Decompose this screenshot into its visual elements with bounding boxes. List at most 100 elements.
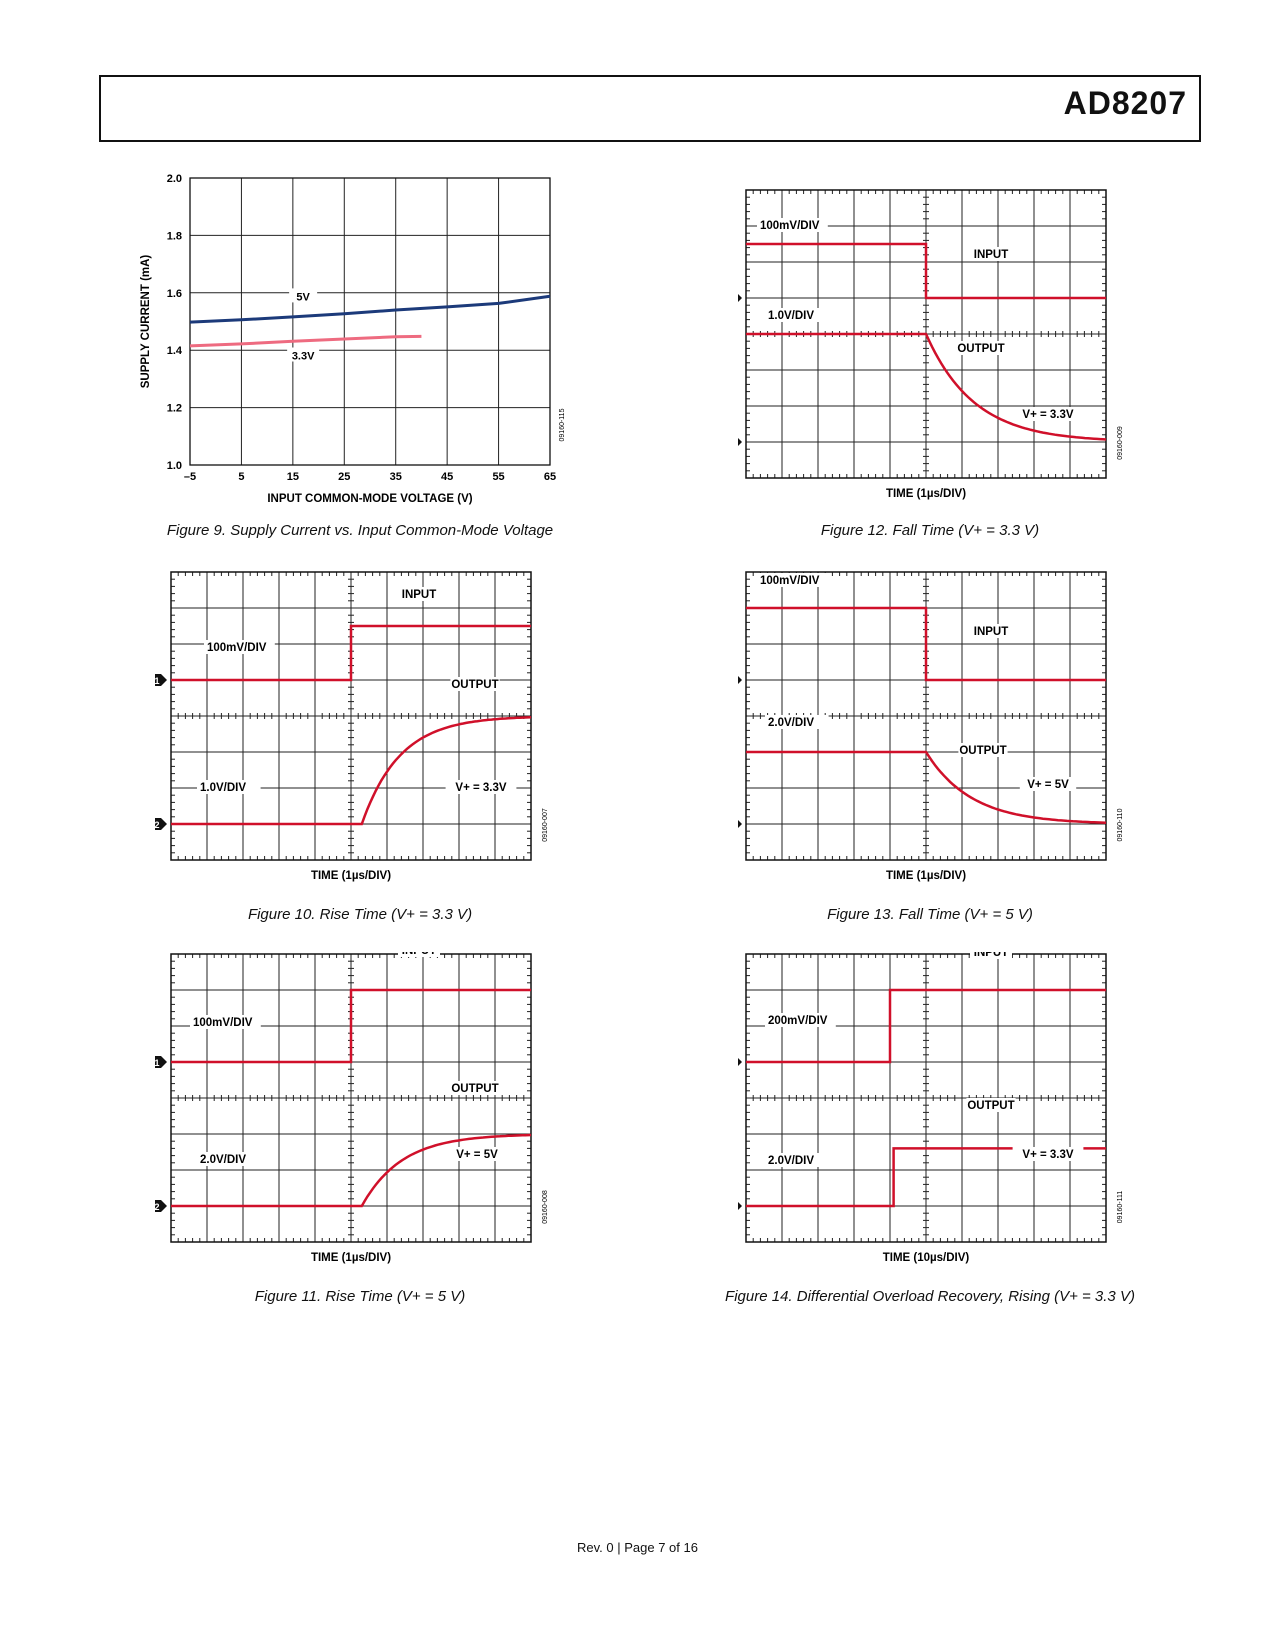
supply-voltage-label: V+ = 3.3V: [1022, 409, 1073, 421]
overload-recovery-scope: INPUT OUTPUT 200mV/DIV 2.0V/DIV V+ = 3.3V TIM…: [738, 952, 1124, 1264]
output-label-bg: [966, 1098, 1016, 1112]
figure-10: INPUT OUTPUT 100mV/DIV 1.0V/DIV V+ = 3.3V TIM…: [155, 570, 585, 900]
supply-voltage-label-bg: [445, 780, 517, 794]
channel2-scale-label: 2.0V/DIV: [768, 717, 814, 729]
page-footer: Rev. 0 | Page 7 of 16: [577, 1540, 698, 1555]
channel2-scale-label: 1.0V/DIV: [768, 310, 814, 322]
figure-code: 09160-007: [542, 808, 549, 842]
channel-2-marker-icon: [155, 818, 167, 830]
channel1-scale-label: 200mV/DIV: [768, 1015, 828, 1027]
figure-10-caption: Figure 10. Rise Time (V+ = 3.3 V): [247, 906, 473, 923]
channel1-scale-label-bg: [757, 573, 828, 587]
figure-14-caption: Figure 14. Differential Overload Recover…: [725, 1288, 1135, 1305]
series-line-3-3v: [189, 334, 422, 348]
x-tick-label: 45: [441, 471, 453, 483]
figure-9-caption: Figure 9. Supply Current vs. Input Commo…: [166, 522, 554, 539]
time-axis-label: TIME (1µs/DIV): [311, 870, 391, 882]
channel-2-marker-text: 2: [155, 820, 160, 830]
channel2-scale-label-bg: [197, 780, 261, 794]
output-label: OUTPUT: [957, 343, 1004, 355]
series-label-bg: [289, 288, 318, 303]
series-label-bg: [287, 347, 320, 362]
y-tick-label: 1.8: [167, 230, 182, 242]
output-label-bg: [956, 341, 1006, 355]
channel-1-marker-text: 1: [155, 1058, 160, 1068]
fall-time-3v3-scope: INPUT OUTPUT 100mV/DIV 1.0V/DIV V+ = 3.3V TIM…: [738, 189, 1124, 500]
figure-code: 09160-008: [542, 1190, 549, 1224]
x-tick-label: 55: [492, 471, 504, 483]
output-trace: [171, 716, 532, 826]
channel1-scale-label: 100mV/DIV: [207, 642, 267, 654]
time-axis-label: TIME (1µs/DIV): [886, 488, 966, 500]
time-axis-label: TIME (1µs/DIV): [311, 1252, 391, 1264]
output-label: OUTPUT: [967, 1100, 1014, 1112]
input-label-bg: [970, 247, 1012, 261]
figure-11-caption: Figure 11. Rise Time (V+ = 5 V): [254, 1288, 466, 1305]
channel-1-marker-text: 1: [155, 676, 160, 686]
y-tick-label: 1.4: [167, 345, 183, 357]
fall-time-5v-scope: INPUT OUTPUT 100mV/DIV 2.0V/DIV V+ = 5V TIME …: [738, 571, 1124, 882]
supply-voltage-label: V+ = 5V: [456, 1149, 498, 1161]
channel-1-marker-icon: [155, 1056, 167, 1068]
channel-1-marker-icon: [738, 1058, 742, 1066]
output-trace: [171, 1133, 532, 1208]
page-header: AD8207: [99, 75, 1201, 142]
channel2-scale-label-bg: [765, 308, 829, 322]
scope-frame: [170, 953, 532, 1243]
series-label-5v: 5V: [296, 291, 310, 303]
input-label: INPUT: [974, 249, 1009, 261]
input-trace: [746, 988, 1106, 1064]
figure-code: 09160-110: [1117, 808, 1124, 841]
supply-current-chart: –5 5 15 25 35 45 55 65 1.0 1.2 1.4 1.6 1.8 2.0 INPUT C…: [140, 173, 566, 505]
output-label-bg: [450, 677, 500, 691]
y-tick-label: 1.6: [167, 288, 182, 300]
channel1-scale-label-bg: [757, 218, 828, 232]
channel1-scale-label: 100mV/DIV: [193, 1017, 253, 1029]
input-trace: [746, 606, 1106, 682]
channel2-scale-label-bg: [197, 1152, 261, 1166]
figure-9: –5 5 15 25 35 45 55 65 1.0 1.2 1.4 1.6 1.8 2.0 INPUT C…: [130, 165, 590, 515]
supply-voltage-label: V+ = 5V: [1027, 779, 1069, 791]
supply-voltage-label-bg: [1012, 407, 1084, 421]
channel-2-marker-icon: [738, 820, 742, 828]
y-tick-label: 1.0: [167, 460, 182, 472]
channel2-scale-label-bg: [765, 715, 829, 729]
scope-frame: [745, 953, 1107, 1243]
channel-1-marker-icon: [738, 676, 742, 684]
input-label: INPUT: [402, 589, 437, 601]
channel-1-marker-icon: [738, 294, 742, 302]
figure-13-caption: Figure 13. Fall Time (V+ = 5 V): [827, 906, 1033, 923]
channel1-scale-label-bg: [765, 1013, 836, 1027]
channel-2-marker-text: 2: [155, 1202, 160, 1212]
figure-code: 09160-111: [1117, 1191, 1124, 1224]
supply-voltage-label-bg: [1012, 1147, 1084, 1161]
scope-frame: [745, 571, 1107, 861]
output-trace: [746, 750, 1107, 824]
y-tick-label: 2.0: [167, 173, 182, 185]
input-label-bg: [970, 952, 1012, 959]
output-trace: [746, 332, 1107, 441]
output-label: OUTPUT: [451, 1083, 498, 1095]
supply-voltage-label: V+ = 3.3V: [455, 782, 506, 794]
output-label-bg: [450, 1081, 500, 1095]
x-tick-label: 35: [390, 471, 402, 483]
channel1-scale-label-bg: [204, 640, 275, 654]
output-trace: [746, 1147, 1106, 1208]
input-label: INPUT: [974, 626, 1009, 638]
input-label-bg: [398, 952, 440, 957]
input-label: INPUT: [402, 952, 437, 957]
input-label-bg: [398, 587, 440, 601]
channel-1-marker-icon: [155, 674, 167, 686]
series-label-3v3: 3.3V: [292, 351, 315, 363]
supply-voltage-label-bg: [448, 1147, 506, 1161]
channel1-scale-label: 100mV/DIV: [760, 220, 820, 232]
rise-time-5v-scope: INPUT OUTPUT 100mV/DIV 2.0V/DIV V+ = 5V TIME …: [155, 952, 549, 1264]
channel2-scale-label: 1.0V/DIV: [200, 782, 246, 794]
x-tick-label: 15: [287, 471, 299, 483]
time-axis-label: TIME (10µs/DIV): [883, 1252, 970, 1264]
x-tick-label: 5: [238, 471, 244, 483]
figure-12-caption: Figure 12. Fall Time (V+ = 3.3 V): [820, 522, 1040, 539]
channel-2-marker-icon: [738, 1202, 742, 1210]
figure-code: 09160-115: [559, 408, 566, 441]
supply-voltage-label: V+ = 3.3V: [1022, 1149, 1073, 1161]
